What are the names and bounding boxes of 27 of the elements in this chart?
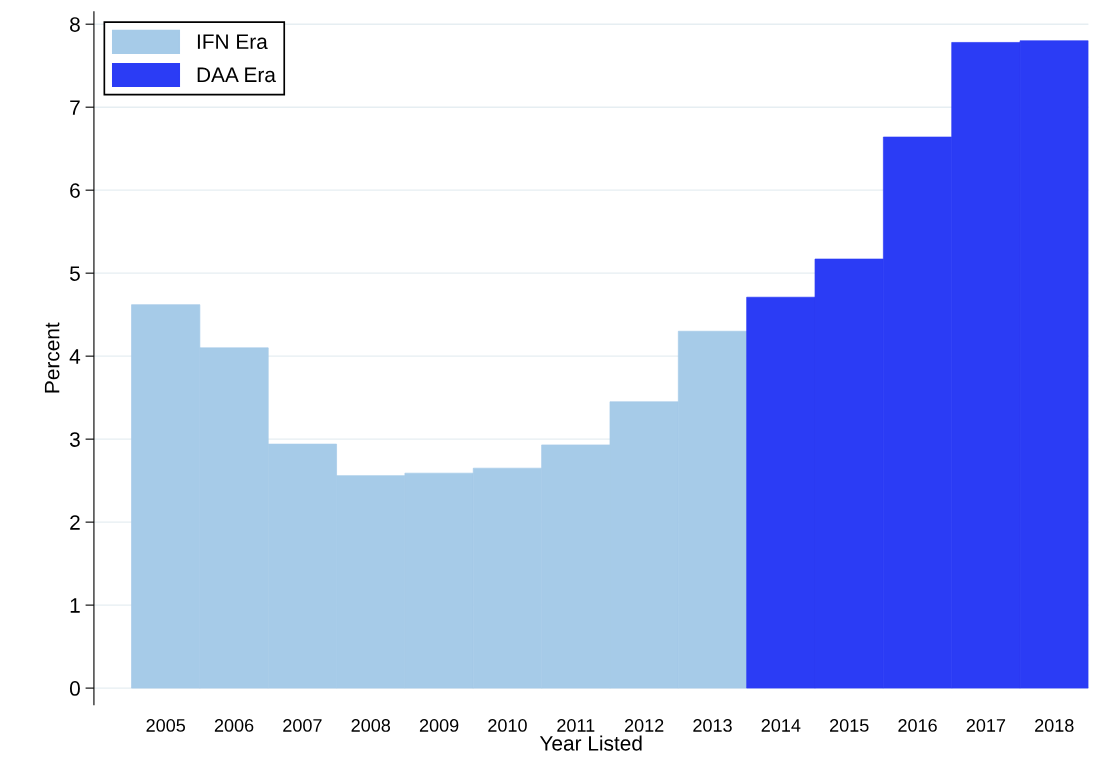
legend-label: DAA Era — [197, 67, 276, 83]
x-tick-label: 2014 — [761, 719, 801, 732]
x-tick-label: 2011 — [557, 719, 595, 732]
x-tick-label: 2008 — [351, 719, 391, 732]
x-tick-label: 2012 — [624, 719, 664, 732]
x-axis-title: Year Listed — [539, 735, 642, 751]
y-axis-title: Percent — [44, 322, 60, 393]
y-tick-label: 4 — [69, 349, 81, 364]
y-tick-label: 0 — [69, 681, 80, 696]
y-tick-label: 3 — [69, 432, 80, 447]
y-tick-label: 8 — [70, 17, 80, 32]
y-tick-label: 5 — [69, 266, 80, 281]
x-tick-label: 2018 — [1035, 719, 1074, 732]
x-tick-label: 2016 — [898, 719, 937, 732]
x-tick-label: 2010 — [488, 719, 527, 732]
y-tick-label: 2 — [70, 515, 80, 530]
y-tick-label: 7 — [70, 100, 80, 115]
x-tick-label: 2009 — [419, 719, 459, 732]
x-tick-label: 2006 — [214, 719, 254, 732]
legend-label: IFN Era — [197, 34, 268, 50]
x-tick-label: 2015 — [830, 719, 869, 732]
x-tick-label: 2007 — [283, 719, 322, 732]
x-tick-label: 2005 — [146, 719, 186, 732]
y-tick-label: 1 — [70, 598, 80, 613]
x-tick-label: 2013 — [693, 719, 732, 732]
x-tick-label: 2017 — [966, 719, 1006, 732]
y-tick-label: 6 — [70, 183, 80, 198]
